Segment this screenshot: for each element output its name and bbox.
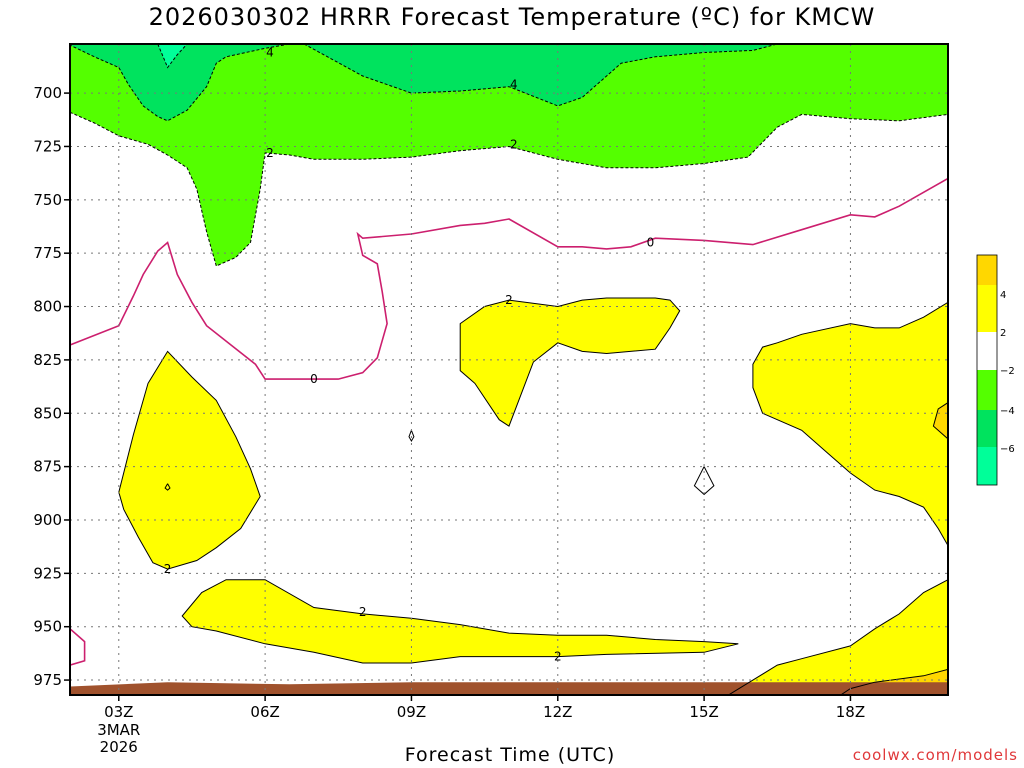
contour-label-6: 2	[505, 293, 513, 307]
x-tick-label-3: 12Z	[543, 703, 572, 721]
y-tick-label-9: 925	[33, 564, 62, 582]
colorbar-legend: 4 2 −2 −4 −6	[976, 254, 1015, 486]
y-tick-label-4: 800	[33, 298, 62, 316]
colorbar-label-0: 4	[1000, 290, 1006, 301]
y-tick-label-7: 875	[33, 458, 62, 476]
y-tick-label-10: 950	[33, 618, 62, 636]
x-tick-label-1: 06Z	[250, 703, 279, 721]
contour-label-5: 0	[310, 372, 318, 386]
x-tick-label-0: 03Z	[104, 703, 133, 721]
y-tick-label-3: 775	[33, 244, 62, 262]
contour-line-8	[752, 301, 948, 547]
colorbar-label-2: −2	[1000, 366, 1015, 377]
ground-fill	[70, 682, 948, 695]
colorbar-label-4: −6	[1000, 444, 1015, 455]
contour-line-15	[164, 483, 171, 491]
contour-label-9: 2	[554, 650, 562, 664]
contour-label-7: 2	[164, 562, 172, 576]
y-tick-label-5: 825	[33, 351, 62, 369]
colorbar-segment-2	[977, 332, 997, 370]
contour-line-9	[727, 579, 948, 695]
ground-layer	[70, 682, 948, 695]
plot-frame	[69, 43, 949, 696]
contour-line-13	[693, 466, 715, 496]
colorbar-label-3: −4	[1000, 406, 1015, 417]
contour-fills	[70, 44, 948, 695]
colorbar-label-1: 2	[1000, 328, 1006, 339]
y-tick-label-11: 975	[33, 671, 62, 689]
contour-label-2: 2	[266, 146, 274, 160]
x-tick-sublabel-0-1: 2026	[100, 738, 138, 756]
x-tick-label-5: 18Z	[836, 703, 865, 721]
contour-line-12	[70, 628, 86, 666]
colorbar-segment-5	[977, 447, 997, 485]
colorbar-segment-3	[977, 370, 997, 410]
colorbar-segment-4	[977, 410, 997, 447]
y-tick-label-1: 725	[33, 137, 62, 155]
contour-region-0	[70, 44, 948, 266]
contour-lines	[70, 44, 948, 695]
contour-region-7	[460, 298, 680, 427]
contour-line-7	[459, 297, 681, 427]
contour-label-4: 0	[647, 236, 655, 250]
contour-line-3	[157, 44, 188, 69]
x-tick-label-2: 09Z	[397, 703, 426, 721]
contour-region-2	[304, 44, 778, 106]
colorbar-segment-0	[977, 255, 997, 285]
x-tick-sublabel-0-0: 3MAR	[97, 721, 140, 739]
contour-line-6	[181, 579, 739, 664]
contour-line-1	[70, 44, 290, 122]
contour-label-3: 2	[510, 137, 518, 151]
y-tick-label-2: 750	[33, 191, 62, 209]
y-tick-label-8: 900	[33, 511, 62, 529]
y-tick-label-6: 850	[33, 404, 62, 422]
chart-title: 2026030302 HRRR Forecast Temperature (ºC…	[148, 3, 876, 31]
colorbar-frame	[976, 254, 998, 486]
contour-line-0	[70, 44, 948, 267]
x-axis-title: Forecast Time (UTC)	[404, 744, 616, 766]
x-tick-label-4: 15Z	[689, 703, 718, 721]
contour-region-9	[728, 579, 948, 695]
contour-line-11	[932, 402, 948, 440]
contour-line-2	[303, 44, 778, 107]
contour-line-5	[118, 350, 261, 570]
contour-label-8: 2	[359, 605, 367, 619]
contour-region-11	[933, 402, 948, 439]
contour-labels: 4 4 2 2 0 0 2 2 2 2	[164, 46, 655, 664]
contour-line-14	[408, 430, 415, 443]
axes: 700 725 750 775 800 825 850 875 900 925 950 975 03Z3…	[33, 84, 865, 756]
contour-region-6	[182, 579, 739, 663]
contour-region-1	[70, 44, 290, 121]
contour-line-4	[70, 177, 948, 380]
colorbar-segment-1	[977, 285, 997, 332]
credit-link[interactable]: coolwx.com/models	[852, 746, 1018, 764]
contour-region-3	[157, 44, 188, 68]
y-tick-label-0: 700	[33, 84, 62, 102]
contour-label-0: 4	[266, 46, 274, 60]
contour-label-1: 4	[510, 78, 518, 92]
contour-region-5	[118, 351, 261, 570]
